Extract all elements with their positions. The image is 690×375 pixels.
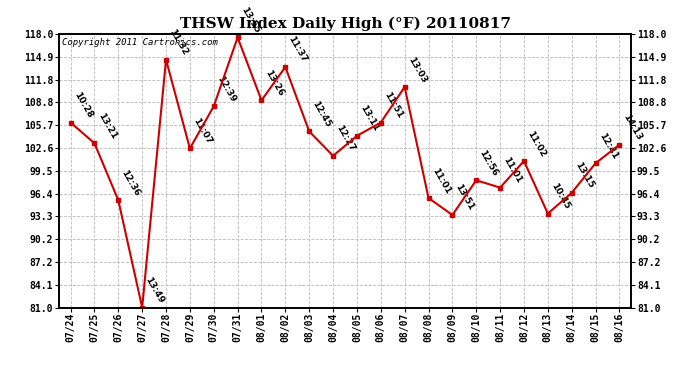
Title: THSW Index Daily High (°F) 20110817: THSW Index Daily High (°F) 20110817 xyxy=(179,17,511,31)
Text: 13:15: 13:15 xyxy=(573,161,595,190)
Text: 12:41: 12:41 xyxy=(597,131,619,160)
Text: 13:21: 13:21 xyxy=(96,111,118,141)
Text: 12:36: 12:36 xyxy=(119,168,142,198)
Text: Copyright 2011 Cartronics.com: Copyright 2011 Cartronics.com xyxy=(61,38,217,47)
Text: 11:02: 11:02 xyxy=(525,129,547,158)
Text: 14:13: 14:13 xyxy=(621,112,643,142)
Text: 13:55: 13:55 xyxy=(239,5,261,34)
Text: 11:07: 11:07 xyxy=(191,116,213,146)
Text: 13:51: 13:51 xyxy=(454,183,476,212)
Text: 10:45: 10:45 xyxy=(549,182,571,211)
Text: 12:56: 12:56 xyxy=(477,148,500,177)
Text: 12:45: 12:45 xyxy=(310,99,333,129)
Text: 11:32: 11:32 xyxy=(168,28,190,57)
Text: 13:49: 13:49 xyxy=(144,275,166,305)
Text: 10:28: 10:28 xyxy=(72,91,94,120)
Text: 12:27: 12:27 xyxy=(335,124,357,153)
Text: 11:37: 11:37 xyxy=(287,35,309,64)
Text: 11:51: 11:51 xyxy=(382,90,404,120)
Text: 12:39: 12:39 xyxy=(215,74,237,104)
Text: 11:01: 11:01 xyxy=(502,156,524,185)
Text: 13:26: 13:26 xyxy=(263,68,285,98)
Text: 13:03: 13:03 xyxy=(406,55,428,84)
Text: 11:01: 11:01 xyxy=(430,166,452,195)
Text: 13:11: 13:11 xyxy=(358,104,380,133)
